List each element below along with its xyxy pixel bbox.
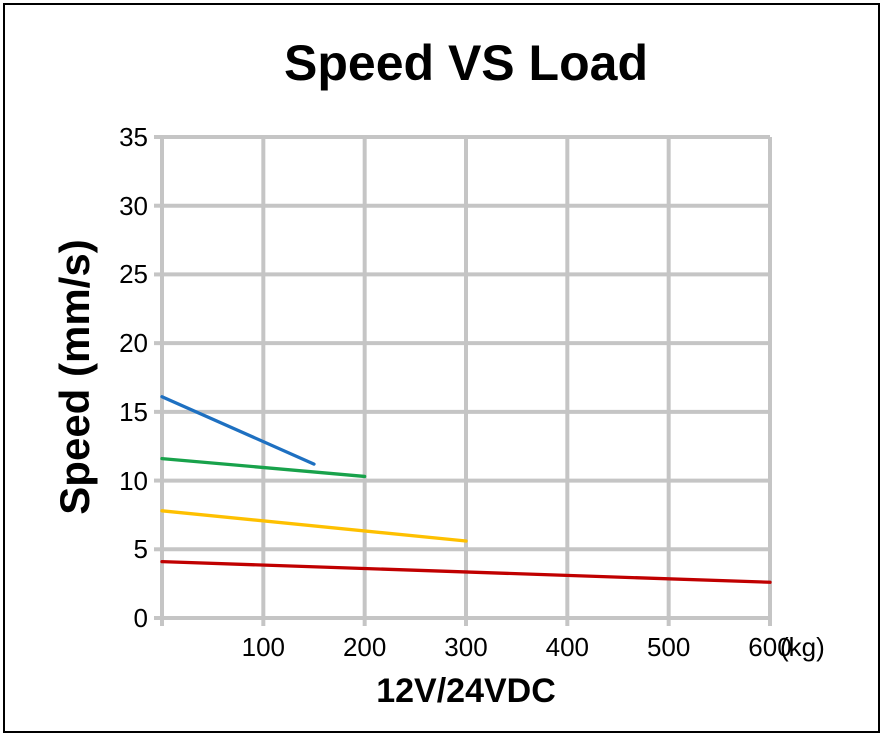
y-tick-label: 25 bbox=[119, 259, 148, 290]
y-tick-label: 20 bbox=[119, 328, 148, 359]
y-tick-label: 10 bbox=[119, 465, 148, 496]
x-tick-label: 400 bbox=[545, 632, 590, 662]
x-tick-label: 300 bbox=[444, 632, 488, 662]
green-line bbox=[160, 456, 367, 479]
y-tick-label: 35 bbox=[119, 122, 148, 152]
x-tick-label: 600 bbox=[748, 632, 792, 662]
y-tick-label: 5 bbox=[133, 534, 148, 565]
x-unit-label: (kg) bbox=[780, 632, 825, 662]
blue-line bbox=[160, 395, 316, 466]
data-series bbox=[160, 395, 772, 584]
x-tick-label: 500 bbox=[646, 632, 691, 662]
y-tick-label: 30 bbox=[119, 190, 148, 221]
y-tick-label: 15 bbox=[119, 396, 148, 427]
x-tick-label: 200 bbox=[342, 632, 387, 662]
x-axis-title: 12V/24VDC bbox=[376, 672, 556, 710]
x-tick-label: 100 bbox=[241, 632, 286, 662]
gridlines bbox=[160, 135, 772, 620]
chart-title: Speed VS Load bbox=[284, 35, 648, 91]
red-line bbox=[160, 560, 772, 584]
y-tick-label: 0 bbox=[133, 603, 148, 633]
axis-ticks bbox=[154, 135, 772, 626]
yellow-line bbox=[160, 509, 468, 543]
